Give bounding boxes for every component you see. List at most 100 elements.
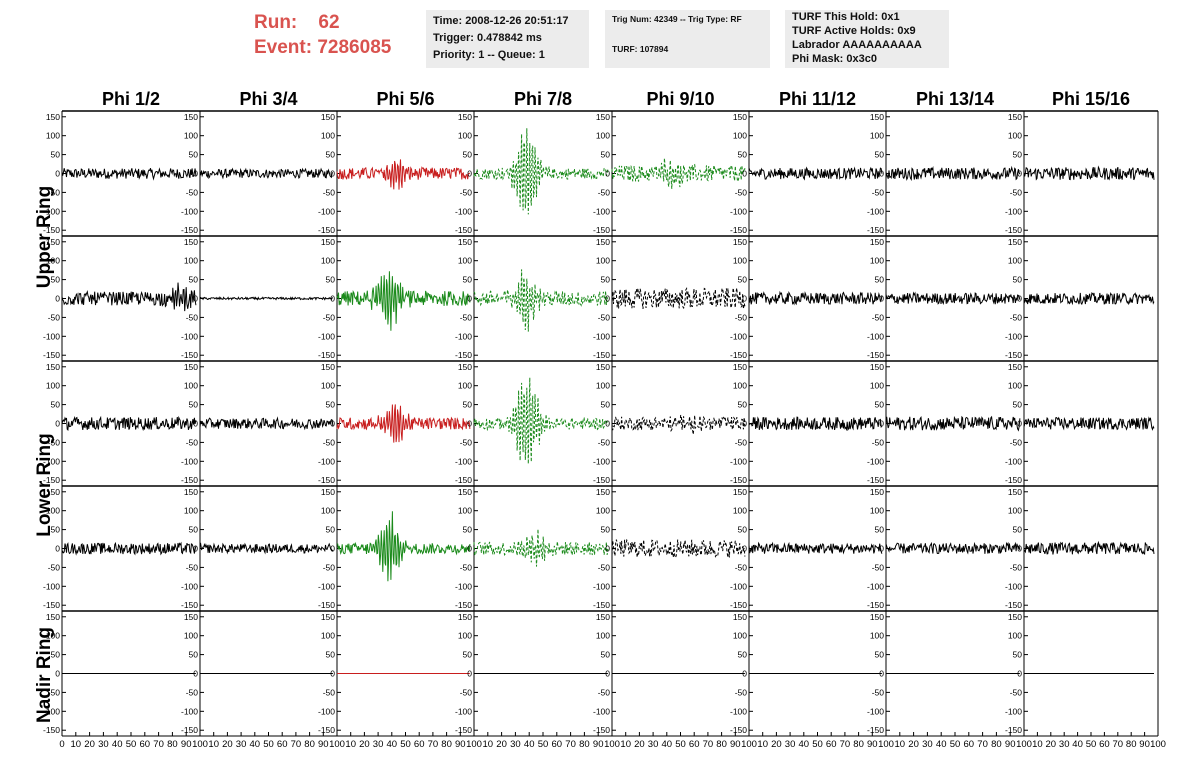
y-tick-label: -100 (43, 581, 60, 591)
waveform-trace (611, 538, 746, 558)
y-tick-label: -100 (455, 706, 472, 716)
y-tick-label: 0 (1017, 669, 1022, 679)
y-tick-label: 100 (46, 381, 60, 391)
x-tick-label: 60 (414, 739, 425, 750)
x-tick-label: 40 (799, 739, 810, 750)
x-tick-label: 40 (250, 739, 261, 750)
y-tick-label: -100 (1005, 206, 1022, 216)
x-tick-label: 10 (208, 739, 219, 750)
y-tick-label: 0 (605, 169, 610, 179)
x-tick-label: 60 (1099, 739, 1110, 750)
y-tick-label: 100 (870, 506, 884, 516)
y-tick-label: -50 (460, 562, 473, 572)
y-tick-label: 150 (46, 362, 60, 372)
x-tick-label: 70 (1113, 739, 1124, 750)
y-tick-label: 50 (326, 275, 336, 285)
y-tick-label: 100 (46, 506, 60, 516)
y-tick-label: -50 (48, 687, 61, 697)
x-tick-label: 100 (604, 739, 620, 750)
event-value: 7286085 (317, 37, 392, 58)
y-tick-label: 100 (596, 131, 610, 141)
y-tick-label: -100 (455, 581, 472, 591)
y-tick-label: 0 (879, 294, 884, 304)
y-tick-label: 50 (463, 275, 473, 285)
y-tick-label: -50 (872, 687, 885, 697)
turf-active-holds-text: TURF Active Holds: 0x9 (792, 25, 916, 37)
y-tick-label: 50 (51, 275, 61, 285)
waveform-trace (199, 296, 333, 301)
y-tick-label: 50 (51, 650, 61, 660)
y-tick-label: 50 (601, 275, 611, 285)
y-tick-label: -100 (181, 331, 198, 341)
y-tick-label: 100 (733, 506, 747, 516)
x-tick-label: 90 (867, 739, 878, 750)
y-tick-label: -50 (1010, 562, 1023, 572)
y-tick-label: -150 (43, 350, 60, 360)
waveform-trace (611, 414, 746, 435)
y-tick-label: -50 (735, 187, 748, 197)
y-tick-label: -50 (48, 187, 61, 197)
y-tick-label: 150 (458, 112, 472, 122)
y-tick-label: 50 (738, 525, 748, 535)
x-tick-label: 20 (908, 739, 919, 750)
column-header: Phi 9/10 (646, 89, 714, 109)
y-tick-label: 0 (193, 544, 198, 554)
y-tick-label: 50 (326, 150, 336, 160)
y-tick-label: -150 (1005, 475, 1022, 485)
y-tick-label: 100 (321, 631, 335, 641)
y-tick-label: 0 (193, 669, 198, 679)
y-tick-label: -100 (867, 331, 884, 341)
trigger-info-box: Trig Num: 42349 -- Trig Type: RF TURF: 1… (605, 10, 770, 68)
waveform-trace (473, 377, 609, 464)
waveform-trace (885, 415, 1021, 432)
y-tick-label: -100 (455, 456, 472, 466)
time-info-box: Time: 2008-12-26 20:51:17 Trigger: 0.478… (426, 10, 589, 68)
x-tick-label: 100 (466, 739, 482, 750)
y-tick-label: -100 (730, 331, 747, 341)
y-tick-label: 50 (601, 400, 611, 410)
y-tick-label: 150 (870, 487, 884, 497)
x-tick-label: 70 (703, 739, 714, 750)
y-tick-label: -100 (455, 206, 472, 216)
x-tick-label: 70 (977, 739, 988, 750)
x-tick-label: 70 (428, 739, 439, 750)
y-tick-label: 50 (875, 275, 885, 285)
column-header: Phi 15/16 (1052, 89, 1130, 109)
y-tick-label: 100 (870, 381, 884, 391)
y-tick-label: 50 (738, 150, 748, 160)
y-tick-label: 100 (596, 506, 610, 516)
x-tick-label: 20 (634, 739, 645, 750)
x-tick-label: 80 (441, 739, 452, 750)
time-text: Time: 2008-12-26 20:51:17 (433, 15, 569, 27)
y-tick-label: -150 (593, 475, 610, 485)
waveform-trace (61, 541, 197, 556)
y-tick-label: -150 (318, 475, 335, 485)
waveform-trace (473, 269, 609, 332)
y-tick-label: 0 (193, 169, 198, 179)
y-tick-label: 100 (321, 131, 335, 141)
y-tick-label: 100 (870, 131, 884, 141)
turf-this-hold-text: TURF This Hold: 0x1 (792, 11, 900, 23)
y-tick-label: 100 (458, 381, 472, 391)
y-tick-label: 0 (605, 419, 610, 429)
x-tick-label: 100 (329, 739, 345, 750)
y-tick-label: 150 (458, 362, 472, 372)
waveform-trace (748, 541, 883, 555)
y-tick-label: 50 (463, 150, 473, 160)
x-tick-label: 20 (359, 739, 370, 750)
y-tick-label: 50 (875, 150, 885, 160)
waveform-trace (61, 282, 197, 312)
y-tick-label: -100 (318, 206, 335, 216)
y-tick-label: -50 (323, 687, 336, 697)
y-tick-label: 0 (1017, 294, 1022, 304)
y-tick-label: 0 (742, 669, 747, 679)
x-tick-label: 80 (304, 739, 315, 750)
y-tick-label: 0 (55, 419, 60, 429)
y-tick-label: -100 (867, 206, 884, 216)
waveform-trace (336, 511, 471, 582)
column-header: Phi 11/12 (779, 89, 856, 109)
waveform-trace (1023, 165, 1155, 181)
y-tick-label: -150 (730, 350, 747, 360)
y-tick-label: 50 (738, 275, 748, 285)
y-tick-label: 150 (733, 487, 747, 497)
